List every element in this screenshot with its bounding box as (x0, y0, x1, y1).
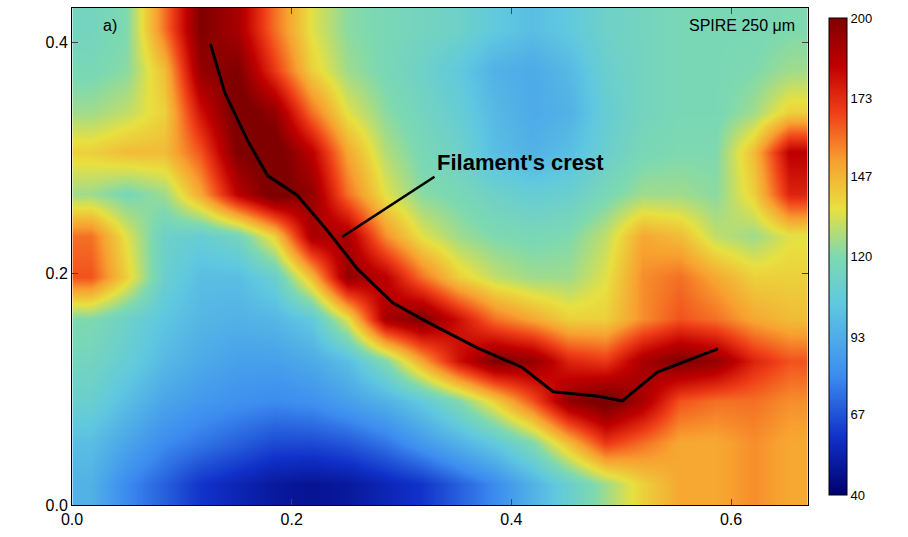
svg-text:0.0: 0.0 (46, 497, 68, 514)
svg-text:67: 67 (851, 407, 865, 422)
svg-text:200: 200 (851, 11, 873, 26)
svg-text:0.2: 0.2 (281, 511, 303, 528)
svg-text:Filament's crest: Filament's crest (437, 150, 604, 175)
svg-text:173: 173 (851, 91, 873, 106)
svg-text:40: 40 (851, 488, 865, 503)
svg-text:93: 93 (851, 330, 865, 345)
svg-text:0.0: 0.0 (61, 511, 83, 528)
svg-text:0.2: 0.2 (46, 265, 68, 282)
svg-text:SPIRE 250 μm: SPIRE 250 μm (689, 17, 795, 34)
svg-text:0.6: 0.6 (720, 511, 742, 528)
svg-text:0.4: 0.4 (46, 34, 68, 51)
svg-text:0.4: 0.4 (500, 511, 522, 528)
svg-text:a): a) (103, 17, 117, 34)
svg-text:120: 120 (851, 249, 873, 264)
svg-text:147: 147 (851, 169, 873, 184)
